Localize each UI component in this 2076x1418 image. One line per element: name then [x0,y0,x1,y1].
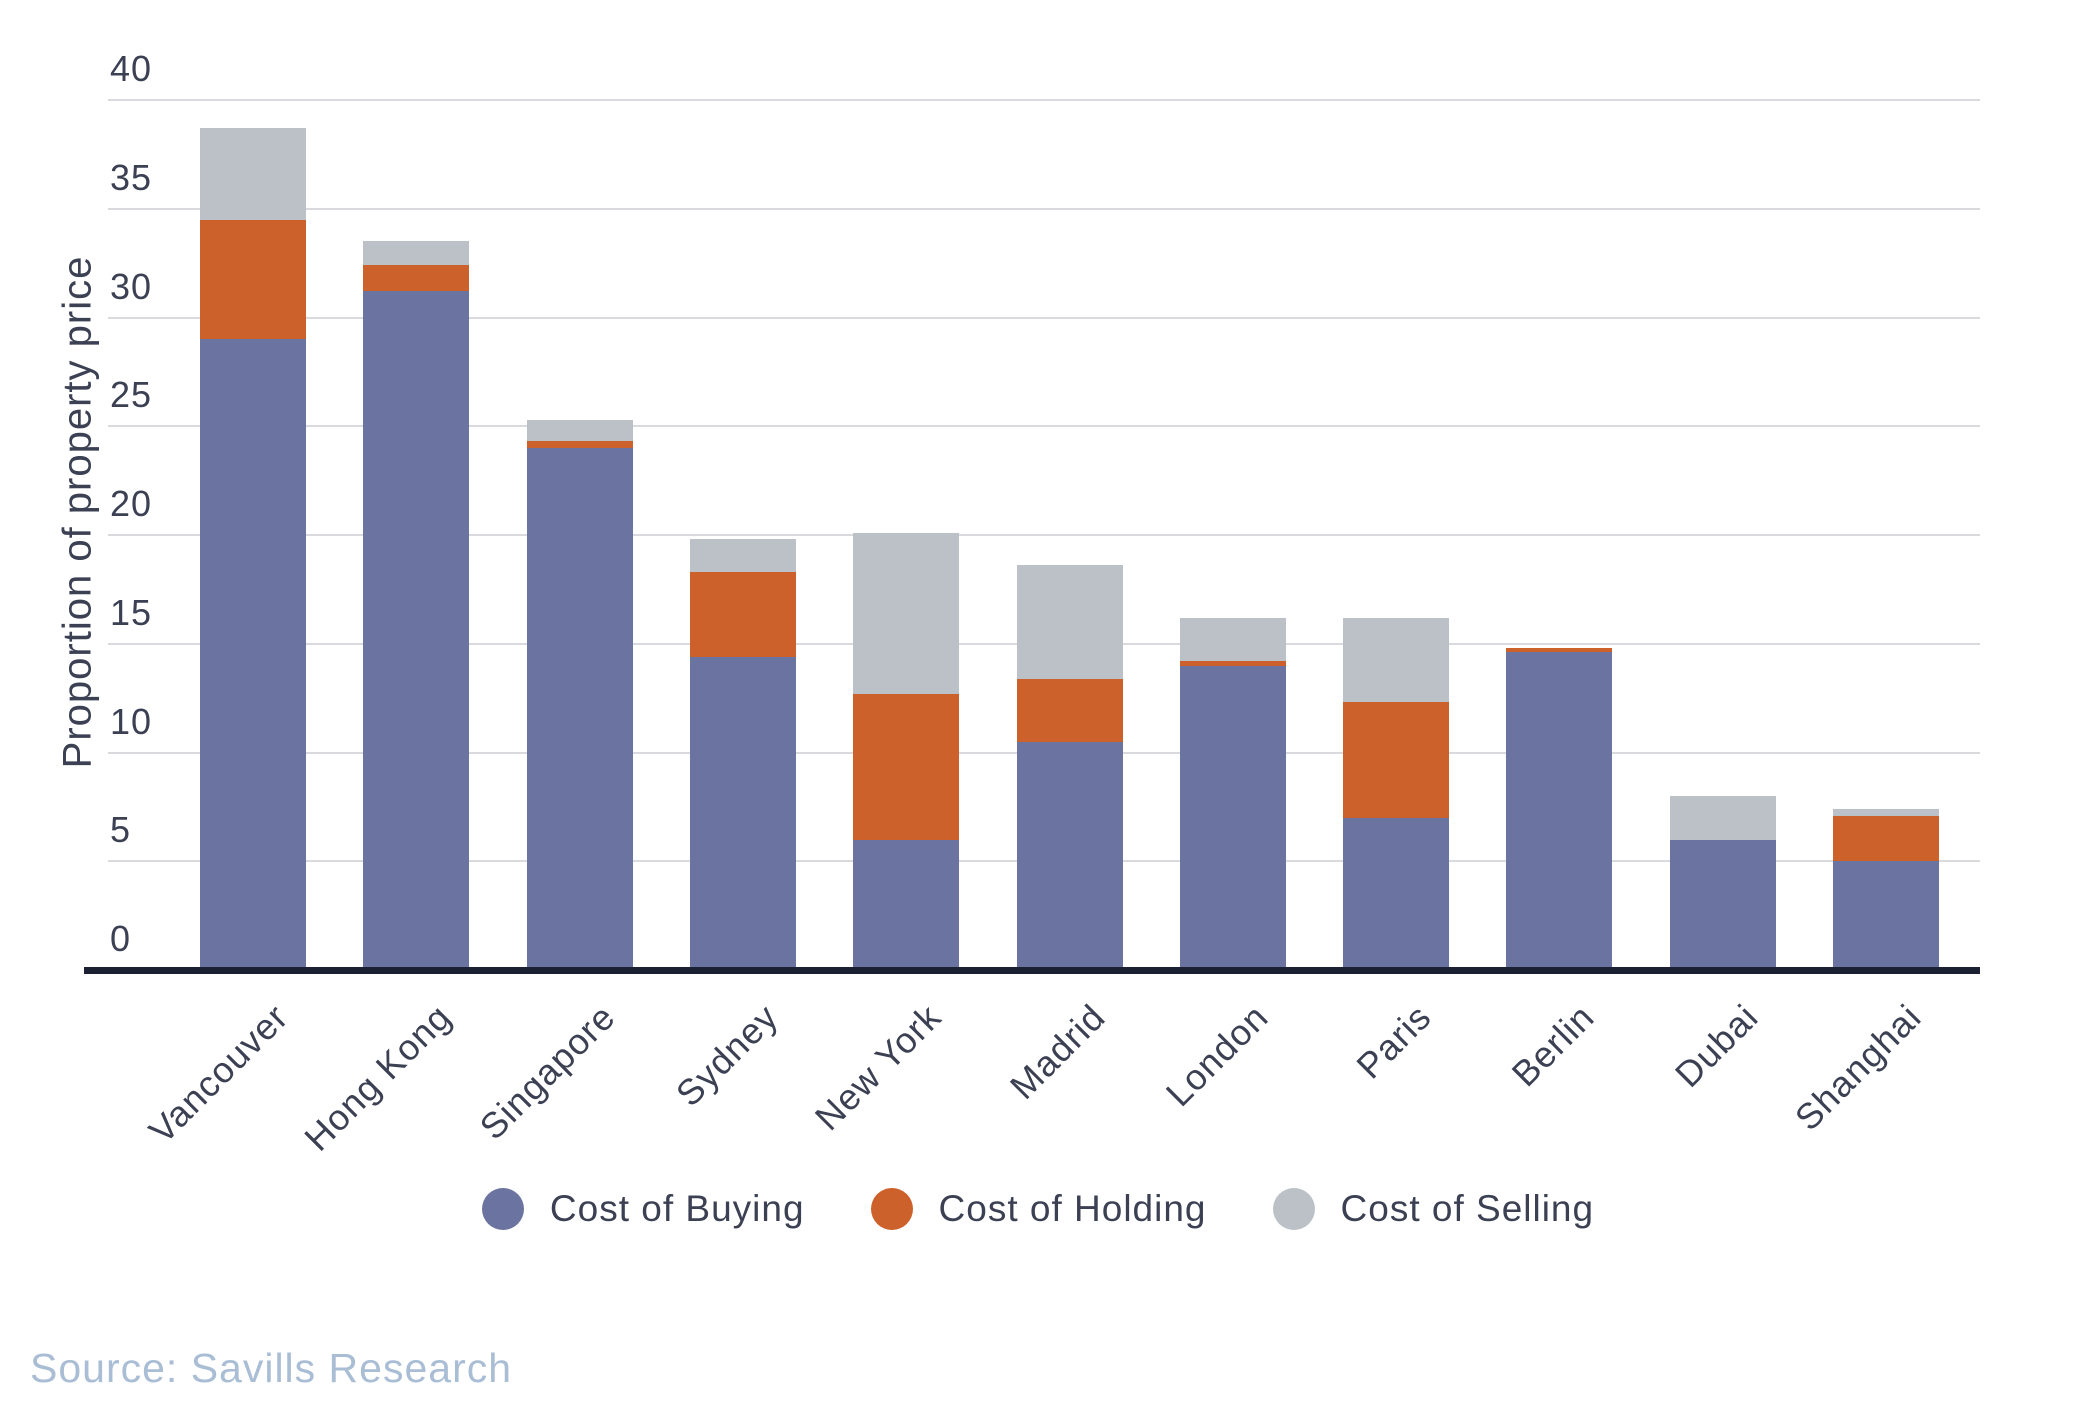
bar-segment-cost-of-holding-sydney [689,572,796,657]
bar-segment-cost-of-holding-hong-kong [363,265,470,292]
y-tick-label-15: 15 [110,591,153,633]
legend-item-cost-of-selling: Cost of Selling [1272,1188,1595,1230]
legend-label-cost-of-selling: Cost of Selling [1340,1188,1595,1229]
bar-segment-cost-of-buying-hong-kong [363,291,470,970]
y-tick-label-5: 5 [110,809,132,851]
bar-segment-cost-of-holding-singapore [526,441,633,448]
legend-swatch-cost-of-selling [1272,1188,1315,1230]
bar-segment-cost-of-buying-new-york [853,839,960,970]
legend-label-cost-of-buying: Cost of Buying [549,1188,805,1229]
legend-swatch-cost-of-buying [481,1188,524,1230]
bar-dubai [1669,796,1776,970]
bar-vancouver [200,128,306,970]
bar-segment-cost-of-holding-madrid [1016,678,1123,742]
bar-segment-cost-of-buying-shanghai [1833,861,1939,970]
legend-item-cost-of-holding: Cost of Holding [870,1188,1207,1230]
x-axis-baseline [84,967,1980,974]
bar-segment-cost-of-buying-madrid [1016,741,1123,970]
bar-segment-cost-of-buying-london [1179,665,1286,970]
bar-segment-cost-of-holding-shanghai [1833,815,1939,862]
y-tick-label-30: 30 [110,265,153,307]
bar-segment-cost-of-buying-paris [1343,817,1450,970]
y-axis-title: Proportion of property price [55,255,100,769]
gridline-25 [108,425,1980,428]
bar-london [1179,617,1286,970]
bar-segment-cost-of-holding-london [1179,661,1286,666]
bar-segment-cost-of-buying-sydney [689,656,796,970]
bar-segment-cost-of-buying-berlin [1506,652,1613,970]
plot-area: 0 5 10 15 20 25 30 35 40 Vancouver Hong Kong Singap… [84,48,1980,1159]
bar-segment-cost-of-buying-singapore [526,448,633,970]
bar-segment-cost-of-selling-london [1179,617,1286,662]
bar-segment-cost-of-selling-sydney [689,539,796,572]
gridline-35 [108,207,1980,210]
bar-singapore [526,419,633,970]
gridline-20 [108,534,1980,536]
gridline-40 [108,99,1980,101]
source-note: Source: Savills Research [30,1345,513,1391]
bar-segment-cost-of-selling-dubai [1669,796,1776,840]
bar-segment-cost-of-selling-vancouver [200,128,306,220]
y-tick-label-25: 25 [110,374,153,416]
bar-segment-cost-of-holding-new-york [853,693,960,840]
bar-paris [1343,617,1450,970]
bar-segment-cost-of-selling-madrid [1016,565,1123,679]
bar-madrid [1016,565,1123,970]
legend-label-cost-of-holding: Cost of Holding [938,1188,1207,1229]
legend-item-cost-of-buying: Cost of Buying [481,1188,805,1230]
bar-segment-cost-of-selling-singapore [526,419,633,442]
y-tick-label-20: 20 [110,483,153,524]
y-tick-label-35: 35 [110,156,153,198]
bar-segment-cost-of-holding-vancouver [200,219,306,340]
bar-hong-kong [363,241,470,970]
y-tick-label-10: 10 [110,700,153,742]
bar-segment-cost-of-selling-paris [1343,617,1450,703]
gridline-30 [108,316,1980,319]
bar-segment-cost-of-holding-berlin [1506,648,1613,653]
y-tick-label-0: 0 [110,918,132,959]
legend: Cost of Buying Cost of Holding Cost of Sel… [0,1188,2076,1230]
bar-segment-cost-of-buying-dubai [1669,839,1776,970]
bar-segment-cost-of-selling-new-york [853,532,960,694]
y-tick-label-40: 40 [110,48,153,89]
bar-segment-cost-of-selling-shanghai [1833,809,1939,816]
legend-swatch-cost-of-holding [870,1188,913,1230]
bar-new-york [853,532,960,970]
bar-segment-cost-of-buying-vancouver [200,339,306,970]
bar-berlin [1506,648,1613,970]
bar-segment-cost-of-holding-paris [1343,702,1450,818]
bar-sydney [689,539,796,970]
bar-segment-cost-of-selling-hong-kong [363,241,470,266]
bar-shanghai [1833,809,1939,970]
